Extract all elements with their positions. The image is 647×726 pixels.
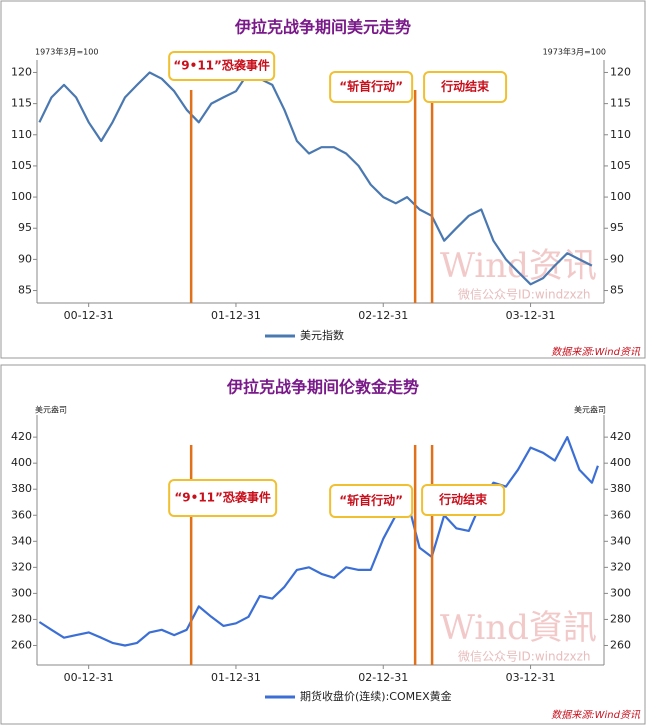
y-tick-label: 90 xyxy=(18,252,32,265)
chart-title: 伊拉克战争期间美元走势 xyxy=(234,18,411,37)
y-unit: 1973年3月=100 xyxy=(35,47,98,57)
watermark: Wind资讯 xyxy=(440,246,597,286)
y-tick-label: 380 xyxy=(11,482,32,495)
y-tick-label: 105 xyxy=(610,159,631,172)
annotation-box xyxy=(168,479,278,517)
y-tick-label: 400 xyxy=(11,456,32,469)
annotation-text: “斩首行动” xyxy=(339,79,403,94)
chart-title: 伊拉克战争期间伦敦金走势 xyxy=(226,378,419,397)
y-tick-label: 115 xyxy=(610,97,631,110)
watermark-sub: 微信公众号ID:windzxzh xyxy=(458,650,591,664)
legend-label: 美元指数 xyxy=(300,328,344,342)
annotation-text: “9•11”恐袭事件 xyxy=(174,490,271,505)
y-tick-label: 420 xyxy=(11,430,32,443)
y-tick-label: 320 xyxy=(11,560,32,573)
annotation-text: “9•11”恐袭事件 xyxy=(173,58,270,73)
y-tick-label: 360 xyxy=(11,508,32,521)
y-unit: 1973年3月=100 xyxy=(543,47,606,57)
x-tick-label: 02-12-31 xyxy=(358,671,408,684)
y-tick-label: 90 xyxy=(610,252,624,265)
y-tick-label: 400 xyxy=(610,456,631,469)
y-tick-label: 95 xyxy=(18,221,32,234)
y-unit: 美元盎司 xyxy=(574,405,606,415)
y-unit: 美元盎司 xyxy=(35,405,67,415)
data-line xyxy=(38,71,593,286)
y-tick-label: 260 xyxy=(610,638,631,651)
y-tick-label: 95 xyxy=(610,221,624,234)
y-tick-label: 120 xyxy=(11,65,32,78)
y-tick-label: 110 xyxy=(610,128,631,141)
annotation-box xyxy=(329,71,414,103)
x-tick-label: 03-12-31 xyxy=(506,309,556,322)
x-tick-label: 01-12-31 xyxy=(211,671,261,684)
y-tick-label: 110 xyxy=(11,128,32,141)
y-tick-label: 300 xyxy=(11,586,32,599)
annotation-text: “斩首行动” xyxy=(339,493,403,508)
watermark: Wind資訊 xyxy=(440,608,597,648)
annotation-box xyxy=(168,51,276,81)
y-tick-label: 300 xyxy=(610,586,631,599)
panel-border xyxy=(0,364,646,725)
annotation-text: 行动结束 xyxy=(440,79,490,94)
y-tick-label: 360 xyxy=(610,508,631,521)
y-tick-label: 105 xyxy=(11,159,32,172)
y-tick-label: 340 xyxy=(11,534,32,547)
y-tick-label: 85 xyxy=(610,284,624,297)
watermark-sub: 微信公众号ID:windzxzh xyxy=(458,288,591,302)
y-tick-label: 120 xyxy=(610,65,631,78)
source: 数据来源:Wind资讯 xyxy=(551,709,641,721)
x-tick-label: 01-12-31 xyxy=(211,309,261,322)
x-tick-label: 02-12-31 xyxy=(358,309,408,322)
x-tick-label: 03-12-31 xyxy=(506,671,556,684)
y-tick-label: 340 xyxy=(610,534,631,547)
annotation-box xyxy=(329,484,414,518)
source: 数据来源:Wind资讯 xyxy=(551,346,641,358)
y-tick-label: 100 xyxy=(11,190,32,203)
x-tick-label: 00-12-31 xyxy=(64,309,114,322)
data-line xyxy=(38,436,599,647)
panel-border xyxy=(0,0,646,359)
y-tick-label: 320 xyxy=(610,560,631,573)
y-tick-label: 280 xyxy=(11,612,32,625)
x-tick-label: 00-12-31 xyxy=(64,671,114,684)
y-tick-label: 100 xyxy=(610,190,631,203)
y-tick-label: 420 xyxy=(610,430,631,443)
y-tick-label: 115 xyxy=(11,97,32,110)
annotation-text: 行动结束 xyxy=(438,492,488,507)
annotation-box xyxy=(423,71,508,103)
y-tick-label: 85 xyxy=(18,284,32,297)
y-tick-label: 260 xyxy=(11,638,32,651)
annotation-box xyxy=(421,484,506,516)
legend-label: 期货收盘价(连续):COMEX黄金 xyxy=(300,689,452,703)
y-tick-label: 280 xyxy=(610,612,631,625)
y-tick-label: 380 xyxy=(610,482,631,495)
